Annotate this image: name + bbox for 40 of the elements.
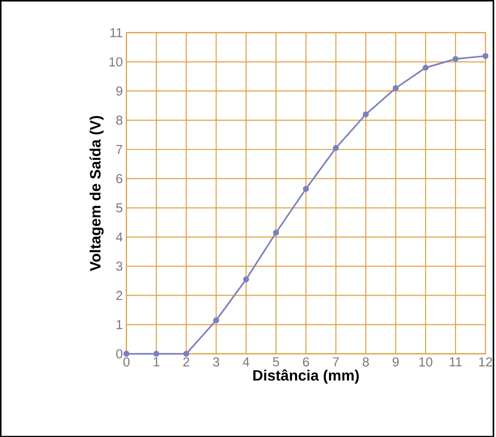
point xyxy=(302,186,309,192)
point xyxy=(332,144,339,151)
y-tick-label: 11 xyxy=(110,28,122,37)
point xyxy=(273,229,280,236)
x-tick-label: 3 xyxy=(213,357,220,366)
point xyxy=(422,64,429,71)
y-axis-title: Voltagem de Saída (V) xyxy=(89,116,104,271)
x-tick-label: 9 xyxy=(392,357,399,366)
point xyxy=(153,350,160,357)
y-tick-label: 1 xyxy=(116,320,122,329)
x-tick-label: 6 xyxy=(302,357,309,366)
point xyxy=(243,276,250,282)
y-tick-label: 5 xyxy=(116,203,122,212)
x-tick-label: 1 xyxy=(154,357,160,366)
point xyxy=(183,350,190,357)
x-tick-label: 7 xyxy=(332,357,339,366)
y-tick-label: 3 xyxy=(116,261,122,271)
point xyxy=(123,350,130,357)
point xyxy=(482,52,488,59)
x-axis-title: Distância (mm) xyxy=(253,369,359,384)
x-tick-label: 8 xyxy=(362,357,369,366)
y-tick-label: 2 xyxy=(116,290,122,300)
x-tick-label: 11 xyxy=(450,357,462,366)
point xyxy=(452,56,459,62)
y-tick-label: 10 xyxy=(109,57,122,66)
y-tick-label: 4 xyxy=(116,232,123,242)
x-tick-label: 10 xyxy=(419,357,432,366)
x-tick-label: 0 xyxy=(123,357,130,366)
y-tick-label: 6 xyxy=(116,174,122,184)
point xyxy=(392,84,399,91)
point xyxy=(362,111,369,118)
y-tick-label: 7 xyxy=(116,144,122,154)
point xyxy=(213,317,220,324)
x-tick-label: 4 xyxy=(242,357,250,366)
x-tick-label: 2 xyxy=(183,357,190,366)
y-tick-label: 0 xyxy=(116,349,122,358)
x-tick-label: 12 xyxy=(479,357,492,366)
y-tick-label: 8 xyxy=(116,115,122,125)
x-tick-label: 5 xyxy=(272,357,280,366)
y-tick-label: 9 xyxy=(116,86,122,96)
